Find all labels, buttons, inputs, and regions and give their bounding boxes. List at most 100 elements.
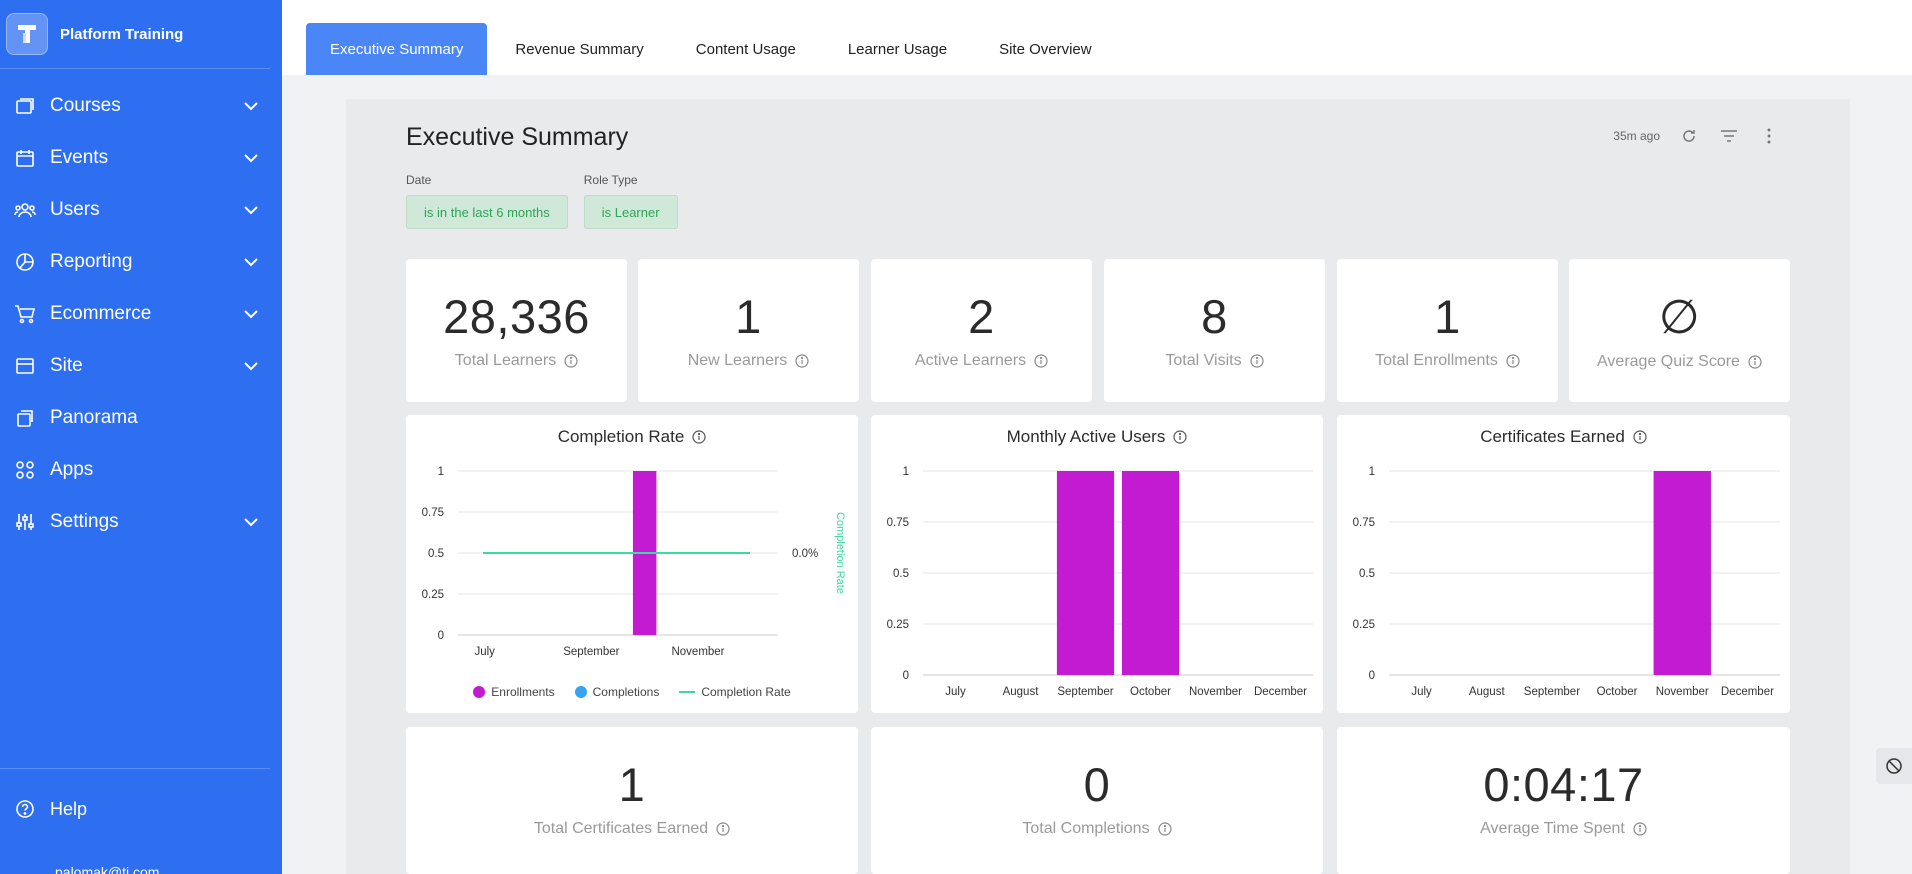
brand-logo-icon[interactable]: [6, 13, 48, 55]
bar-october: [1121, 471, 1180, 675]
x-tick-label: August: [1003, 686, 1040, 698]
kpi-label: Total Visits: [1165, 352, 1242, 369]
sidebar-item-label: Apps: [50, 459, 94, 480]
tab-learner-usage[interactable]: Learner Usage: [847, 40, 948, 58]
info-icon[interactable]: [1034, 354, 1048, 368]
kpi-card-total-visits[interactable]: 8 Total Visits: [1104, 259, 1325, 402]
chevron-down-icon[interactable]: [242, 253, 260, 271]
filter-chip-date[interactable]: is in the last 6 months: [406, 195, 568, 229]
x-tick-label: November: [1189, 686, 1242, 698]
chevron-down-icon[interactable]: [242, 97, 260, 115]
kpi-label: Average Time Spent: [1480, 820, 1625, 837]
chevron-down-icon[interactable]: [242, 149, 260, 167]
hide-panel-button[interactable]: [1876, 748, 1912, 784]
legend-marker: [473, 686, 486, 698]
kpi-card-average-time-spent[interactable]: 0:04:17 Average Time Spent: [1337, 727, 1790, 874]
refresh-icon[interactable]: [1678, 125, 1700, 147]
sidebar-item-label: Help: [50, 798, 88, 819]
info-icon[interactable]: [716, 822, 730, 836]
legend-marker: [679, 691, 696, 693]
cart-icon: [14, 303, 36, 325]
chart-title: Certificates Earned: [1480, 427, 1625, 446]
info-icon[interactable]: [1173, 430, 1187, 444]
filter-chip-role-type[interactable]: is Learner: [583, 195, 678, 229]
legend-item-completions[interactable]: Completions: [574, 685, 660, 699]
chart-card-monthly-active-users: Monthly Active Users 0 0.25 0.5 0.75 1 July Au…: [871, 415, 1323, 713]
monthly-active-users-chart: 0 0.25 0.5 0.75 1 July August September October N…: [887, 466, 1313, 698]
sliders-icon: [14, 511, 36, 533]
kpi-card-average-quiz-score[interactable]: ∅ Average Quiz Score: [1569, 259, 1790, 402]
y-tick-label: 0.75: [422, 507, 444, 519]
sidebar-item-ecommerce[interactable]: Ecommerce: [0, 288, 282, 340]
y-tick-label: 0: [1369, 670, 1375, 682]
info-icon[interactable]: [1633, 430, 1647, 444]
chevron-down-icon[interactable]: [242, 357, 260, 375]
chevron-down-icon[interactable]: [242, 513, 260, 531]
legend-label: Enrollments: [491, 685, 555, 699]
y2-tick-label: 0.0%: [792, 548, 818, 560]
users-icon: [14, 199, 36, 221]
tab-revenue-summary[interactable]: Revenue Summary: [515, 40, 644, 58]
kpi-label: Total Certificates Earned: [533, 820, 709, 837]
user-email[interactable]: palomak@ti.com: [55, 864, 160, 874]
chevron-down-icon[interactable]: [242, 201, 260, 219]
y-tick-label: 0.25: [887, 619, 909, 631]
kpi-value: 0: [1083, 758, 1111, 811]
sidebar-item-events[interactable]: Events: [0, 132, 282, 184]
filters: Date is in the last 6 months Role Type i…: [406, 173, 678, 229]
sidebar-item-reporting[interactable]: Reporting: [0, 236, 282, 288]
dashboard-panel: Executive Summary 35m ago Date is in the…: [346, 99, 1850, 874]
kpi-label: Total Learners: [454, 352, 557, 369]
kpi-card-new-learners[interactable]: 1 New Learners: [638, 259, 859, 402]
y-tick-label: 0.5: [1359, 568, 1375, 580]
info-icon[interactable]: [564, 354, 578, 368]
dashboard-toolbar: 35m ago: [1613, 125, 1780, 147]
sidebar-item-settings[interactable]: Settings: [0, 496, 282, 548]
legend-label: Completions: [592, 685, 660, 699]
info-icon[interactable]: [1157, 822, 1172, 836]
filter-icon[interactable]: [1718, 125, 1740, 147]
tab-content-usage[interactable]: Content Usage: [695, 40, 796, 58]
brand[interactable]: Platform Training: [0, 0, 270, 69]
info-icon[interactable]: [795, 354, 809, 368]
kpi-value: 1: [618, 758, 646, 811]
kpi-card-active-learners[interactable]: 2 Active Learners: [871, 259, 1092, 402]
info-icon[interactable]: [1633, 822, 1647, 836]
sidebar: Platform Training Courses Events Users R…: [0, 0, 282, 874]
sidebar-item-users[interactable]: Users: [0, 184, 282, 236]
kpi-card-total-certificates-earned[interactable]: 1 Total Certificates Earned: [406, 727, 858, 874]
more-options-icon[interactable]: [1758, 125, 1780, 147]
info-icon[interactable]: [692, 430, 706, 444]
info-icon[interactable]: [1748, 355, 1762, 369]
sidebar-item-site[interactable]: Site: [0, 340, 282, 392]
tab-executive-summary[interactable]: Executive Summary: [306, 23, 488, 75]
y-tick-label: 0.25: [1353, 619, 1375, 631]
legend-item-completion-rate[interactable]: Completion Rate: [679, 685, 791, 699]
kpi-label: New Learners: [687, 352, 788, 369]
y-tick-label: 0.25: [422, 589, 444, 601]
y-tick-label: 1: [903, 466, 909, 478]
x-tick-label: July: [474, 646, 495, 658]
y-tick-label: 0.75: [1353, 517, 1375, 529]
info-icon[interactable]: [1506, 354, 1520, 368]
kpi-value: ∅: [1658, 290, 1701, 343]
x-tick-label: July: [1411, 686, 1432, 698]
tabs: Executive Summary Revenue Summary Conten…: [306, 23, 1120, 75]
kpi-value: 0:04:17: [1483, 758, 1644, 811]
kpi-card-total-enrollments[interactable]: 1 Total Enrollments: [1337, 259, 1558, 402]
kpi-card-total-learners[interactable]: 28,336 Total Learners: [406, 259, 627, 402]
chart-card-completion-rate: Completion Rate 0 0.25 0.5 0.75 1 July Septemb…: [406, 415, 858, 713]
sidebar-item-help[interactable]: Help: [0, 769, 270, 849]
legend-label: Completion Rate: [701, 685, 791, 699]
y-tick-label: 0: [438, 630, 444, 642]
legend-item-enrollments[interactable]: Enrollments: [473, 685, 555, 699]
chevron-down-icon[interactable]: [242, 305, 260, 323]
sidebar-item-panorama[interactable]: Panorama: [0, 392, 282, 444]
kpi-card-total-completions[interactable]: 0 Total Completions: [871, 727, 1323, 874]
tab-site-overview[interactable]: Site Overview: [999, 40, 1092, 58]
y-tick-label: 0: [903, 670, 909, 682]
sidebar-item-courses[interactable]: Courses: [0, 80, 282, 132]
kpi-value: 2: [968, 290, 995, 343]
info-icon[interactable]: [1249, 354, 1264, 368]
sidebar-item-apps[interactable]: Apps: [0, 444, 282, 496]
